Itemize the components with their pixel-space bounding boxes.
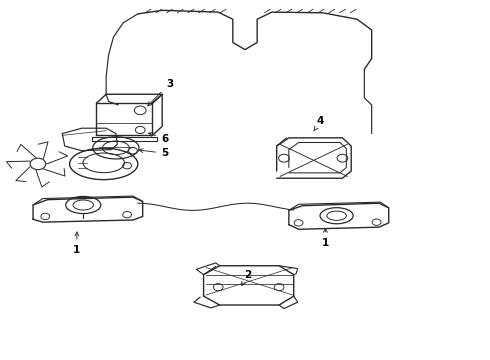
Text: 6: 6: [148, 132, 168, 144]
Text: 1: 1: [322, 229, 329, 248]
Text: 5: 5: [139, 148, 168, 158]
Text: 1: 1: [74, 232, 80, 255]
Text: 3: 3: [148, 78, 173, 106]
Text: 4: 4: [314, 116, 324, 131]
Text: 2: 2: [242, 270, 251, 285]
